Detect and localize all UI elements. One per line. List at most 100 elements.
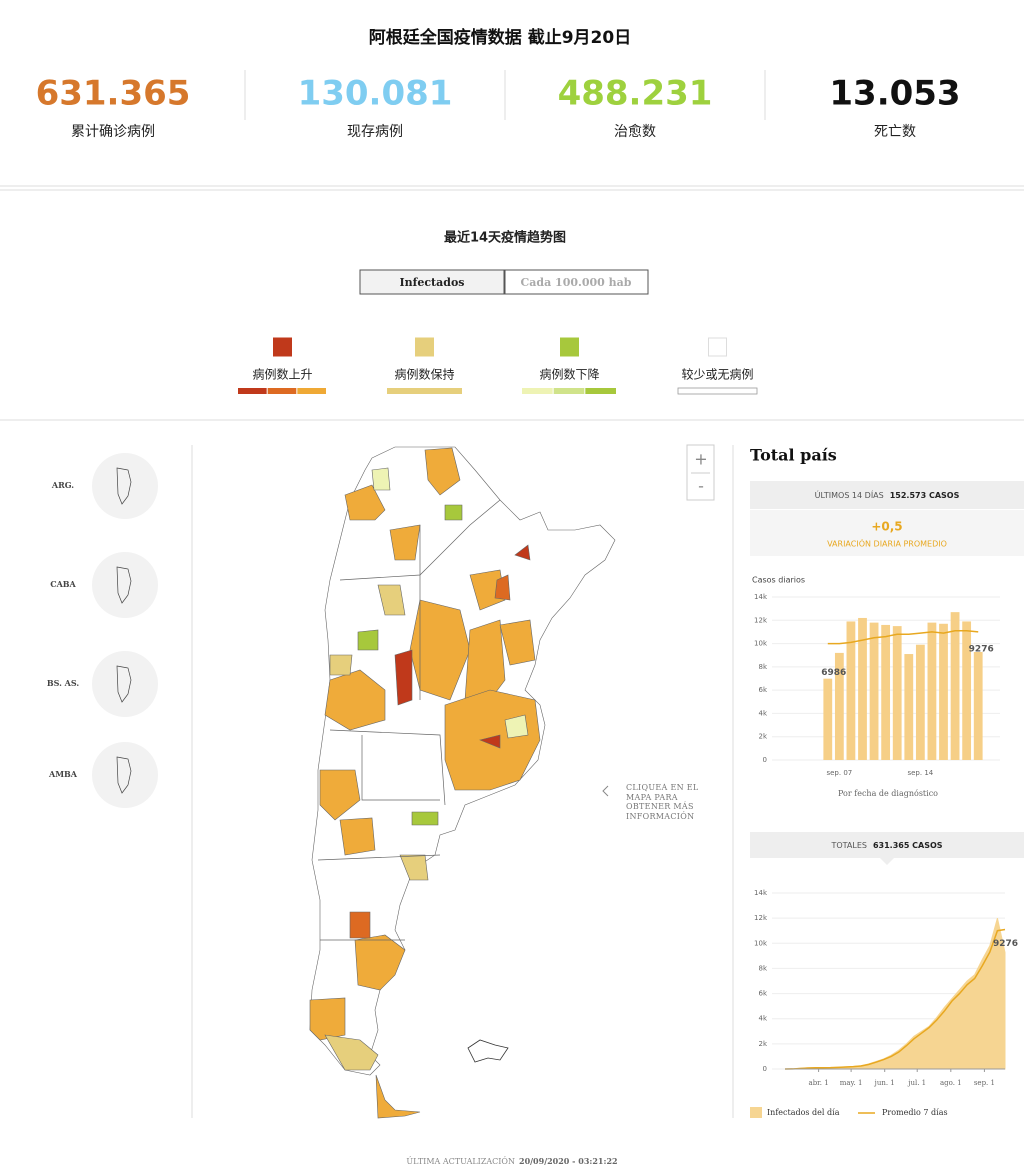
average-line	[827, 630, 979, 645]
totals: TOTALES 631.365 CASOS	[830, 841, 942, 850]
map-hint: CLIQUEÁ EN EL MAPA PARA OBTENER MÁS INFO…	[626, 783, 699, 821]
variation-box	[750, 510, 1024, 556]
legend-swatch	[677, 387, 758, 395]
stat-value: 13.053	[829, 74, 960, 114]
y-tick-label: 2k	[758, 1040, 767, 1048]
summary-value: 152.573 CASOS	[890, 491, 960, 500]
hint-arrow	[602, 785, 609, 797]
legend-label: Promedio 7 días	[882, 1108, 948, 1117]
bar	[950, 612, 960, 760]
x-tick-label: jul. 1	[907, 1079, 926, 1087]
dividers	[0, 70, 1024, 1118]
region-shape	[116, 756, 132, 794]
x-tick-label: may. 1	[840, 1079, 863, 1087]
legend-icon	[415, 337, 434, 357]
bar	[869, 622, 879, 760]
bar	[904, 654, 914, 760]
footer-label: ÚLTIMA ACTUALIZACIÓN	[406, 1157, 515, 1166]
page-title: 阿根廷全国疫情数据 截止9月20日	[369, 27, 631, 48]
hint-box: CLIQUEÁ EN EL MAPA PARA OBTENER MÁS INFO…	[626, 783, 699, 821]
bar	[939, 623, 948, 760]
tab-label[interactable]: Infectados	[399, 276, 464, 289]
average-line	[784, 928, 1006, 1070]
trend-title: 最近14天疫情趋势图	[444, 230, 566, 246]
x-tick-label: sep. 07	[826, 769, 852, 777]
x-tick-label: ago. 1	[940, 1079, 962, 1087]
value-label: 9276	[969, 644, 994, 654]
region-button[interactable]	[92, 552, 158, 618]
stat-value: 488.231	[558, 74, 713, 114]
legend-swatch	[553, 388, 585, 394]
y-tick-label: 10k	[754, 939, 768, 947]
stat-value: 130.081	[298, 74, 453, 114]
x-tick-label: sep. 14	[907, 769, 933, 777]
y-tick-label: 12k	[754, 914, 768, 922]
bar	[962, 621, 972, 760]
legend-icon	[273, 337, 292, 357]
y-tick-label: 2k	[758, 733, 767, 741]
bar	[927, 622, 937, 760]
bar	[846, 621, 856, 760]
region-button[interactable]	[92, 651, 158, 717]
legend-swatch	[238, 388, 267, 394]
daily-chart-title: Casos diarios	[752, 576, 805, 585]
stat-label: 治愈数	[614, 124, 656, 140]
x-tick-label: jun. 1	[874, 1079, 895, 1087]
legend-label: 病例数上升	[252, 367, 312, 382]
region-label[interactable]: CABA	[50, 579, 76, 589]
stat-value: 631.365	[36, 74, 191, 114]
x-tick-label: abr. 1	[809, 1079, 829, 1087]
legend-label: Infectados del día	[767, 1108, 840, 1117]
legend-swatch	[297, 388, 326, 394]
legend-label: 病例数下降	[539, 367, 599, 382]
legend-swatch	[267, 388, 297, 394]
legend-icon	[708, 337, 727, 357]
region-label[interactable]: ARG.	[51, 480, 74, 490]
zoom-button[interactable]: -	[698, 477, 704, 496]
y-tick-label: 4k	[758, 709, 767, 717]
region-shape	[116, 566, 132, 604]
totals-label: TOTALES	[830, 841, 867, 850]
bar	[892, 626, 902, 760]
tab-active[interactable]	[359, 269, 505, 295]
value-label: 9276	[993, 939, 1018, 949]
y-tick-label: 6k	[758, 990, 767, 998]
variation-label: VARIACIÓN DIARIA PROMEDIO	[827, 538, 947, 549]
stat-label: 累计确诊病例	[71, 124, 155, 140]
legend-swatch	[585, 388, 616, 394]
y-tick-label: 8k	[758, 964, 767, 972]
legend-swatch	[522, 388, 553, 394]
bar	[915, 644, 925, 760]
footer-value: 20/09/2020 - 03:21:22	[519, 1156, 618, 1166]
stat-label: 死亡数	[874, 124, 916, 140]
bar	[823, 678, 833, 760]
region-label[interactable]: AMBA	[48, 769, 78, 779]
value-label: 6986	[821, 668, 846, 678]
bar	[881, 624, 891, 760]
legend-swatch	[387, 388, 462, 394]
legend-icon	[560, 337, 579, 357]
stat-label: 现存病例	[347, 124, 403, 140]
y-tick-label: 8k	[758, 663, 767, 671]
y-tick-label: 4k	[758, 1015, 767, 1023]
region-button[interactable]	[92, 742, 158, 808]
totals-box	[750, 832, 1024, 858]
legend-label: 病例数保持	[394, 367, 454, 382]
bar	[834, 652, 844, 760]
y-tick-label: 14k	[754, 593, 768, 601]
summary-box	[750, 481, 1024, 509]
y-tick-label: 12k	[754, 616, 768, 624]
map[interactable]	[309, 446, 616, 1119]
y-tick-label: 6k	[758, 686, 767, 694]
y-tick-label: 10k	[754, 640, 768, 648]
tab[interactable]	[504, 269, 649, 295]
legend-label: 较少或无病例	[681, 367, 753, 382]
bar	[858, 617, 867, 760]
bar	[973, 652, 983, 760]
zoom-button[interactable]: +	[694, 450, 707, 469]
region-label[interactable]: BS. AS.	[47, 678, 80, 688]
region-button[interactable]	[92, 453, 158, 519]
summary: ÚLTIMOS 14 DÍAS 152.573 CASOS	[815, 489, 960, 500]
tab-label[interactable]: Cada 100.000 hab	[521, 276, 632, 289]
